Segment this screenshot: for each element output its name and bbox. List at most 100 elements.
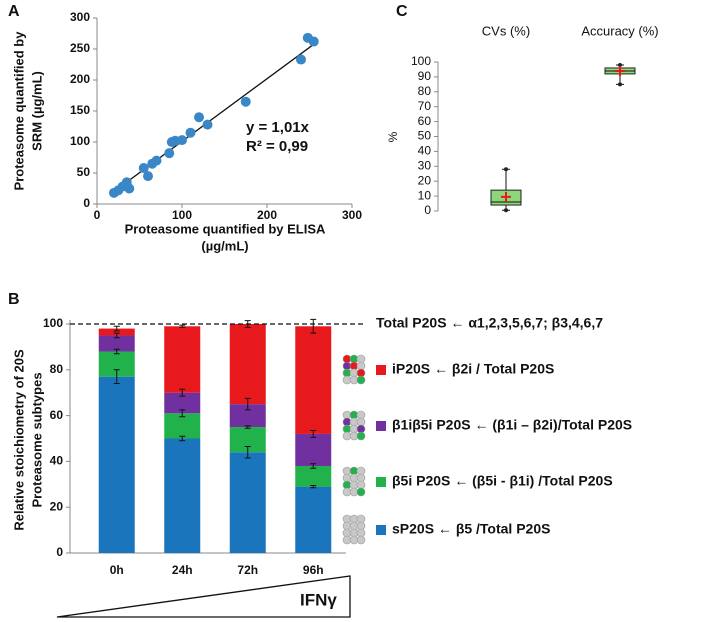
legend-label: β1iβ5i P20S ← (β1i – β2i)/Total P20S bbox=[392, 417, 632, 433]
y-tick-label: 40 bbox=[50, 454, 64, 468]
x-axis-title: Proteasome quantified by ELISA bbox=[125, 221, 326, 236]
legend-label: iP20S ← β2i / Total P20S bbox=[392, 361, 554, 377]
panel-label: B bbox=[8, 291, 20, 308]
point bbox=[124, 183, 135, 194]
x-tick-label: 0 bbox=[94, 208, 101, 222]
extreme-dot bbox=[618, 82, 622, 87]
x-tick-label: 0h bbox=[110, 563, 124, 577]
x-axis-title: (µg/mL) bbox=[201, 238, 248, 253]
error-bar bbox=[113, 325, 120, 332]
bar-segment bbox=[229, 452, 266, 553]
bar-segment bbox=[164, 392, 201, 414]
legend-label: sP20S ← β5 /Total P20S bbox=[392, 521, 550, 537]
bar-segment bbox=[98, 335, 135, 352]
bar-segment bbox=[229, 324, 266, 405]
error-bar bbox=[113, 348, 120, 355]
y-tick-label: 50 bbox=[418, 129, 432, 143]
error-bar bbox=[179, 435, 186, 442]
y-tick-label: 10 bbox=[418, 188, 432, 202]
proteasome-icon bbox=[356, 431, 366, 441]
category-label: Accuracy (%) bbox=[581, 23, 658, 38]
bar-segment bbox=[295, 433, 332, 466]
legend-swatch bbox=[376, 477, 386, 487]
y-tick-label: 150 bbox=[70, 103, 90, 117]
y-tick-label: 250 bbox=[70, 41, 90, 55]
point bbox=[143, 171, 153, 182]
error-bar bbox=[310, 484, 317, 489]
reference-label: Total P20S ← α1,2,3,5,6,7; β3,4,6,7 bbox=[376, 315, 603, 331]
y-tick-label: 60 bbox=[50, 408, 64, 422]
y-tick-label: 30 bbox=[418, 158, 432, 172]
bar-segment bbox=[295, 465, 332, 487]
error-bar bbox=[179, 409, 186, 418]
y-axis-title: Proteasome subtypes bbox=[29, 372, 44, 507]
y-tick-label: 60 bbox=[418, 114, 432, 128]
y-tick-label: 200 bbox=[70, 72, 90, 86]
proteasome-icon bbox=[356, 535, 366, 545]
x-tick-label: 96h bbox=[303, 563, 324, 577]
error-bar bbox=[310, 318, 317, 334]
x-tick-label: 300 bbox=[342, 208, 362, 222]
y-tick-label: 40 bbox=[418, 144, 432, 158]
x-tick-label: 72h bbox=[237, 563, 258, 577]
panel-label: C bbox=[396, 3, 408, 20]
y-tick-label: 70 bbox=[418, 99, 432, 113]
y-tick-label: 20 bbox=[418, 173, 432, 187]
error-bar bbox=[310, 463, 317, 469]
y-tick-label: 100 bbox=[411, 54, 431, 68]
x-tick-label: 100 bbox=[172, 208, 192, 222]
extreme-dot bbox=[504, 167, 508, 172]
y-tick-label: 80 bbox=[50, 362, 64, 376]
point bbox=[296, 54, 306, 65]
point bbox=[240, 96, 251, 107]
point bbox=[164, 148, 175, 159]
y-tick-label: 0 bbox=[424, 203, 431, 217]
panel-label: A bbox=[8, 3, 20, 20]
annotation: IFNγ bbox=[300, 590, 337, 609]
gradient-triangle bbox=[56, 575, 351, 618]
extreme-dot bbox=[504, 208, 508, 213]
error-bar bbox=[113, 332, 120, 339]
y-tick-label: 100 bbox=[70, 134, 90, 148]
bar-segment bbox=[229, 404, 266, 428]
error-bar bbox=[244, 397, 251, 411]
error-bar bbox=[179, 388, 186, 397]
point bbox=[177, 135, 187, 146]
x-tick-label: 200 bbox=[257, 208, 277, 222]
legend-swatch bbox=[376, 365, 386, 375]
y-axis-title: % bbox=[386, 131, 400, 142]
y-axis-title: Relative stoichiometry of 20S bbox=[11, 349, 26, 531]
bar-segment bbox=[164, 413, 201, 439]
y-tick-label: 20 bbox=[50, 499, 64, 513]
mean bbox=[615, 65, 625, 76]
point bbox=[185, 127, 196, 138]
y-axis-title: SRM (µg/mL) bbox=[29, 71, 44, 151]
error-bar bbox=[244, 425, 251, 429]
mean bbox=[501, 191, 511, 202]
bar-segment bbox=[164, 326, 201, 393]
error-bar bbox=[113, 369, 120, 385]
error-bar bbox=[244, 446, 251, 459]
y-tick-label: 300 bbox=[70, 10, 90, 24]
r-squared: R² = 0,99 bbox=[246, 138, 308, 155]
x-tick-label: 24h bbox=[172, 563, 193, 577]
proteasome-icon bbox=[356, 487, 366, 497]
bar-segment bbox=[98, 328, 135, 336]
equation: y = 1,01x bbox=[246, 119, 310, 136]
y-tick-label: 0 bbox=[56, 545, 63, 559]
point bbox=[202, 119, 213, 130]
legend-label: β5i P20S ← (β5i - β1i) /Total P20S bbox=[392, 473, 613, 489]
bar-segment bbox=[295, 486, 332, 553]
y-tick-label: 90 bbox=[418, 69, 432, 83]
y-axis-title: Proteasome quantified by bbox=[11, 31, 26, 191]
point bbox=[194, 112, 204, 123]
legend-swatch bbox=[376, 525, 386, 535]
error-bar bbox=[179, 324, 186, 328]
y-tick-label: 0 bbox=[83, 196, 90, 210]
proteasome-icon bbox=[356, 375, 366, 385]
y-tick-label: 50 bbox=[77, 165, 91, 179]
point bbox=[151, 155, 162, 166]
bar-segment bbox=[98, 376, 135, 553]
y-tick-label: 100 bbox=[43, 316, 63, 330]
